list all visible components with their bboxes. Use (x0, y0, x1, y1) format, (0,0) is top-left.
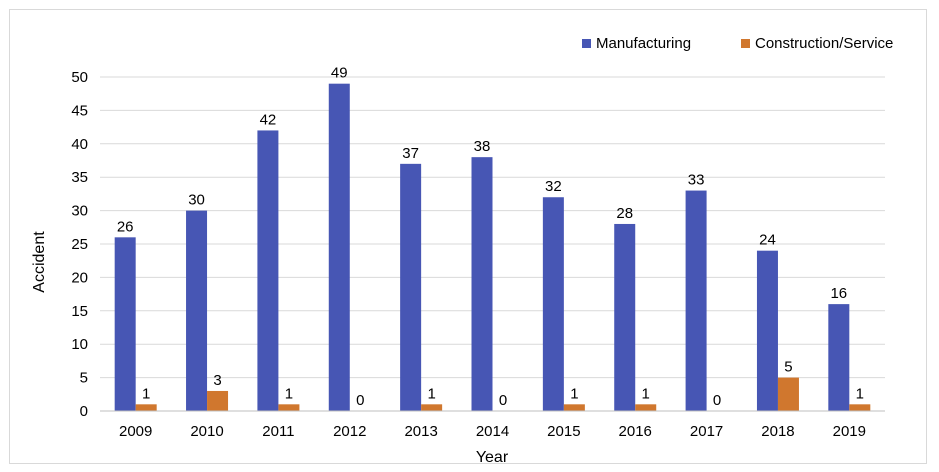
construction-service-data-label: 1 (642, 385, 650, 402)
x-tick-label: 2014 (476, 423, 509, 440)
construction-service-bar (635, 404, 657, 411)
manufacturing-data-label: 24 (759, 232, 776, 249)
x-tick-label: 2019 (833, 423, 866, 440)
manufacturing-data-label: 38 (474, 138, 491, 155)
construction-service-bar (849, 404, 871, 411)
y-tick-label: 0 (80, 403, 88, 420)
manufacturing-bar (756, 250, 778, 411)
manufacturing-bar (114, 237, 136, 411)
construction-service-data-label: 1 (570, 385, 578, 402)
y-tick-label: 40 (71, 136, 88, 153)
x-tick-label: 2016 (619, 423, 652, 440)
x-tick-label: 2010 (190, 423, 223, 440)
manufacturing-bar (186, 210, 208, 411)
manufacturing-data-label: 30 (188, 192, 205, 209)
y-tick-label: 20 (71, 269, 88, 286)
construction-service-bar (278, 404, 300, 411)
manufacturing-bar (614, 223, 636, 411)
y-tick-label: 5 (80, 370, 88, 387)
manufacturing-bar (328, 83, 350, 412)
legend-label-manufacturing: Manufacturing (596, 35, 691, 52)
manufacturing-data-label: 32 (545, 178, 562, 195)
legend: Manufacturing Construction/Service (582, 35, 893, 52)
y-tick-label: 50 (71, 69, 88, 86)
construction-service-data-label: 1 (142, 385, 150, 402)
x-axis-title: Year (476, 449, 509, 466)
manufacturing-data-label: 42 (260, 111, 277, 128)
gridlines (100, 76, 885, 379)
construction-service-bar (207, 390, 229, 411)
manufacturing-data-label: 33 (688, 172, 705, 189)
y-tick-label: 10 (71, 336, 88, 353)
bars (114, 83, 871, 412)
manufacturing-data-label: 16 (830, 285, 847, 302)
x-tick-labels: 2009 2010 2011 2012 2013 2014 2015 2016 2017 2018… (119, 423, 866, 440)
x-tick-label: 2013 (404, 423, 437, 440)
y-axis-title: Accident (31, 231, 48, 293)
construction-service-data-label: 0 (499, 392, 507, 409)
y-tick-label: 45 (71, 102, 88, 119)
manufacturing-bar (257, 130, 279, 411)
legend-swatch-construction-service (741, 39, 750, 48)
manufacturing-bar (828, 304, 850, 411)
y-tick-label: 30 (71, 203, 88, 220)
construction-service-data-label: 3 (213, 372, 221, 389)
manufacturing-bar (471, 157, 493, 411)
x-tick-label: 2009 (119, 423, 152, 440)
manufacturing-data-label: 28 (616, 205, 633, 222)
manufacturing-bar (685, 190, 707, 411)
y-tick-labels: 0 5 10 15 20 25 30 35 40 45 50 (71, 69, 88, 420)
construction-service-bar (135, 404, 157, 411)
data-labels: 26 1 30 3 42 1 49 0 37 1 38 0 32 1 28 1 33 0 24 5 16 1 (117, 65, 864, 409)
construction-service-data-label: 0 (356, 392, 364, 409)
y-tick-label: 15 (71, 303, 88, 320)
construction-service-bar (563, 404, 585, 411)
y-tick-label: 25 (71, 236, 88, 253)
construction-service-data-label: 0 (713, 392, 721, 409)
construction-service-data-label: 5 (784, 359, 792, 376)
x-tick-label: 2012 (333, 423, 366, 440)
manufacturing-data-label: 37 (402, 145, 419, 162)
y-tick-label: 35 (71, 169, 88, 186)
construction-service-bar (777, 377, 799, 411)
x-tick-label: 2017 (690, 423, 723, 440)
manufacturing-bar (542, 197, 564, 411)
x-tick-label: 2018 (761, 423, 794, 440)
x-tick-label: 2011 (262, 423, 294, 440)
legend-label-construction-service: Construction/Service (755, 35, 893, 52)
construction-service-data-label: 1 (427, 385, 435, 402)
construction-service-data-label: 1 (856, 385, 864, 402)
construction-service-bar (421, 404, 443, 411)
construction-service-data-label: 1 (285, 385, 293, 402)
manufacturing-data-label: 26 (117, 218, 134, 235)
x-tick-label: 2015 (547, 423, 580, 440)
legend-swatch-manufacturing (582, 39, 591, 48)
manufacturing-data-label: 49 (331, 65, 348, 82)
manufacturing-bar (400, 163, 422, 411)
